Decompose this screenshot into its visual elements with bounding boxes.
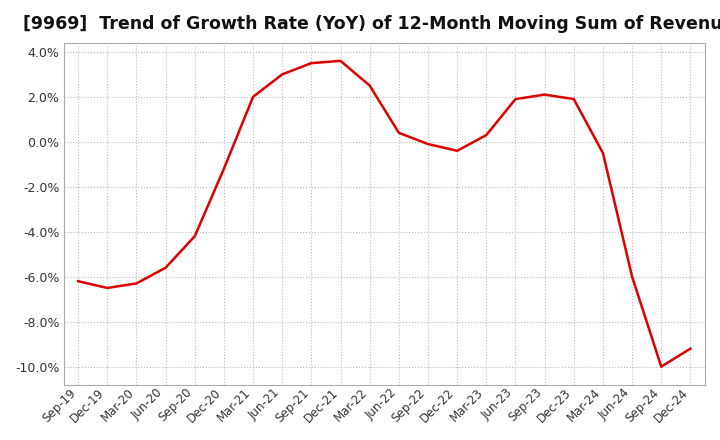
Title: [9969]  Trend of Growth Rate (YoY) of 12-Month Moving Sum of Revenues: [9969] Trend of Growth Rate (YoY) of 12-… (23, 15, 720, 33)
